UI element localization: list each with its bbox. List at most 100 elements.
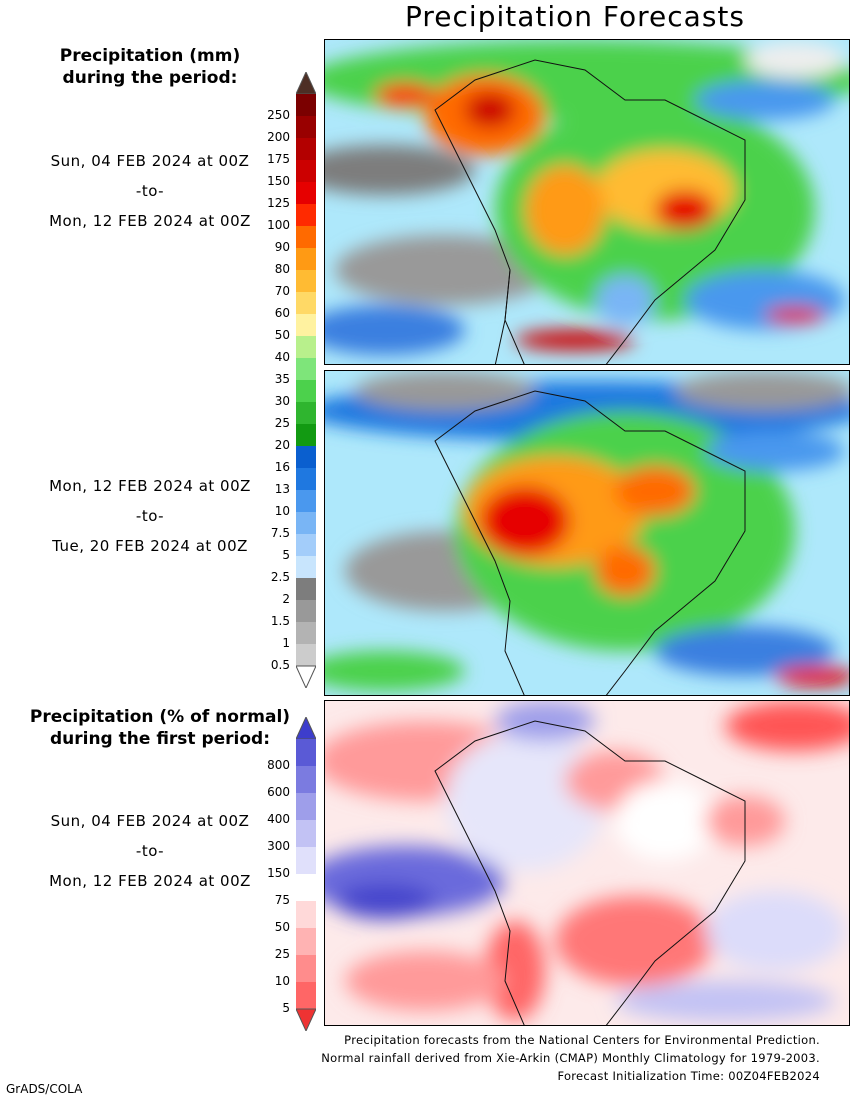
colorbar-tick-label: 60 [274,306,290,320]
colorbar-swatch [296,644,316,666]
colorbar-tick-label: 300 [267,839,290,853]
colorbar-swatch [296,847,316,874]
colorbar-swatch [296,380,316,402]
period2-from: Mon, 12 FEB 2024 at 00Z [49,477,251,495]
colorbar-tick-label: 35 [274,372,290,386]
colorbar-swatch [296,512,316,534]
colorbar-tick-label: 1 [282,636,290,650]
colorbar-swatch [296,226,316,248]
colorbar-swatch [296,739,316,766]
colorbar-tick-label: 175 [267,152,290,166]
colorbar-arrow-bottom [295,665,317,690]
mm-legend-heading-line2: during the period: [62,68,238,88]
colorbar-swatch [296,901,316,928]
colorbar-tick-label: 25 [274,416,290,430]
colorbar-swatch [296,314,316,336]
colorbar-tick-label: 150 [267,174,290,188]
colorbar-tick-label: 40 [274,350,290,364]
colorbar-tick-label: 1.5 [270,614,290,628]
colorbar-swatch [296,793,316,820]
colorbar-swatch [296,248,316,270]
colorbar-swatch [296,116,316,138]
colorbar-swatch [296,446,316,468]
page-title: Precipitation Forecasts [405,0,745,33]
colorbar-tick-label: 5 [282,548,290,562]
colorbar-swatch [296,160,316,182]
colorbar-tick-label: 400 [267,812,290,826]
colorbar-swatch [296,138,316,160]
colorbar-tick-label: 200 [267,130,290,144]
colorbar-swatch [296,578,316,600]
pct-legend-heading: Precipitation (% of normal) during the f… [10,706,310,750]
colorbar-tick-label: 100 [267,218,290,232]
colorbar-tick-label: 90 [274,240,290,254]
colorbar-swatch [296,766,316,793]
colorbar-tick-label: 50 [274,328,290,342]
footer-line3: Forecast Initialization Time: 00Z04FEB20… [557,1069,820,1083]
colorbar-swatch [296,982,316,1009]
pct-period-from: Sun, 04 FEB 2024 at 00Z [50,812,250,830]
colorbar-tick-label: 80 [274,262,290,276]
map-panel-percent-normal [324,700,850,1026]
colorbar-tick-label: 5 [282,1001,290,1015]
pct-colorbar [295,715,317,1035]
colorbar-swatch [296,292,316,314]
colorbar-swatch [296,556,316,578]
colorbar-tick-label: 20 [274,438,290,452]
pct-legend-heading-line2: during the first period: [49,729,271,749]
pct-legend-heading-line1: Precipitation (% of normal) [29,707,291,727]
colorbar-tick-label: 30 [274,394,290,408]
colorbar-tick-label: 16 [274,460,290,474]
period1-sep: -to- [135,182,165,200]
footer-line1: Precipitation forecasts from the Nationa… [344,1033,820,1047]
colorbar-swatch [296,600,316,622]
colorbar-tick-label: 50 [274,920,290,934]
map-panel-period1 [324,39,850,365]
colorbar-swatch [296,358,316,380]
mm-legend-heading-line1: Precipitation (mm) [59,46,241,66]
colorbar-arrow-top [295,715,317,740]
colorbar-tick-label: 800 [267,758,290,772]
period1-to: Mon, 12 FEB 2024 at 00Z [49,212,251,230]
mm-colorbar [295,70,317,692]
period1-from: Sun, 04 FEB 2024 at 00Z [50,152,250,170]
colorbar-tick-label: 10 [274,504,290,518]
mm-legend-heading: Precipitation (mm) during the period: [0,45,300,89]
colorbar-tick-label: 125 [267,196,290,210]
colorbar-swatch [296,490,316,512]
colorbar-swatch [296,94,316,116]
colorbar-arrow-top [295,70,317,95]
pct-period-sep: -to- [135,842,165,860]
colorbar-tick-label: 10 [274,974,290,988]
colorbar-tick-label: 250 [267,108,290,122]
colorbar-tick-label: 150 [267,866,290,880]
colorbar-swatch [296,534,316,556]
colorbar-swatch [296,336,316,358]
colorbar-tick-label: 7.5 [270,526,290,540]
pct-period-to: Mon, 12 FEB 2024 at 00Z [49,872,251,890]
colorbar-tick-label: 2.5 [270,570,290,584]
footer-line2: Normal rainfall derived from Xie-Arkin (… [321,1051,820,1065]
colorbar-swatch [296,622,316,644]
colorbar-tick-label: 2 [282,592,290,606]
colorbar-tick-label: 0.5 [270,658,290,672]
colorbar-swatch [296,955,316,982]
colorbar-arrow-bottom [295,1008,317,1033]
period2-sep: -to- [135,507,165,525]
colorbar-swatch [296,820,316,847]
colorbar-swatch [296,424,316,446]
colorbar-swatch [296,270,316,292]
colorbar-swatch [296,204,316,226]
colorbar-swatch [296,402,316,424]
colorbar-tick-label: 25 [274,947,290,961]
colorbar-swatch [296,468,316,490]
colorbar-tick-label: 600 [267,785,290,799]
colorbar-swatch [296,182,316,204]
colorbar-tick-label: 13 [274,482,290,496]
map-panel-period2 [324,370,850,696]
colorbar-swatch [296,928,316,955]
colorbar-tick-label: 70 [274,284,290,298]
colorbar-tick-label: 75 [274,893,290,907]
colorbar-swatch [296,874,316,901]
period2-to: Tue, 20 FEB 2024 at 00Z [52,537,248,555]
